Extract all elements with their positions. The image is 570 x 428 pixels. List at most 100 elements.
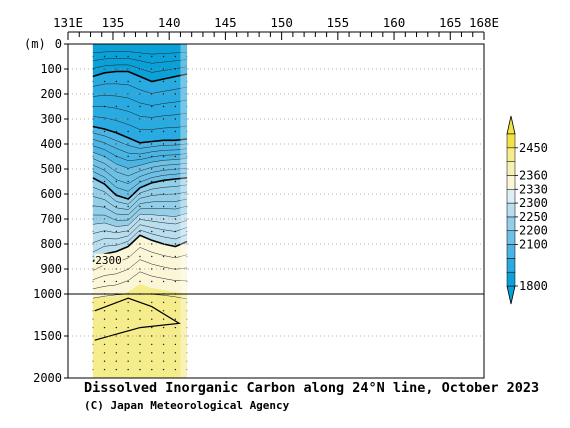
- y-tick-label: 500: [40, 162, 62, 176]
- sample-point: [103, 318, 106, 320]
- sample-point: [162, 343, 165, 346]
- sample-point: [139, 343, 141, 346]
- sample-point: [139, 105, 141, 108]
- sample-point: [151, 352, 153, 354]
- sample-point: [151, 205, 153, 208]
- sample-point: [174, 368, 177, 371]
- contour-band: [92, 126, 188, 169]
- sample-point: [162, 55, 165, 58]
- x-tick-label: 165: [439, 15, 462, 30]
- sample-point: [186, 105, 188, 108]
- sample-point: [92, 318, 94, 320]
- sample-point: [162, 360, 165, 362]
- sample-point: [174, 55, 177, 58]
- contour-line-minor: [92, 83, 188, 94]
- sample-point: [186, 268, 188, 270]
- x-tick-label: 155: [327, 15, 350, 30]
- sample-point: [151, 130, 153, 133]
- x-axis: 131E 135 140 145 150 155 160 165 168E: [53, 15, 499, 40]
- y-tick-label: 300: [40, 112, 62, 126]
- sample-point: [115, 343, 118, 346]
- colorbar-label: 1800: [519, 279, 548, 293]
- sample-point: [174, 280, 177, 283]
- sample-point: [103, 180, 106, 183]
- sample-point: [162, 280, 165, 283]
- sample-point: [186, 143, 188, 145]
- sample-point: [139, 80, 141, 83]
- sample-point: [174, 205, 177, 208]
- contour-line-minor: [92, 212, 188, 227]
- sample-point: [127, 301, 129, 304]
- sample-point: [127, 230, 129, 233]
- sample-point: [92, 343, 94, 346]
- sample-point: [162, 326, 165, 329]
- sample-point: [151, 255, 153, 258]
- x-tick-label: 150: [270, 15, 293, 30]
- x-tick-label: 131E: [53, 15, 83, 30]
- sample-point: [162, 168, 165, 170]
- colorbar-cell: [506, 258, 516, 273]
- sample-point: [186, 55, 188, 58]
- sample-point: [151, 55, 153, 58]
- sample-point: [174, 155, 177, 158]
- sample-point: [92, 55, 94, 58]
- sample-point: [151, 318, 153, 320]
- colorbar-cell: [506, 147, 516, 162]
- contour-band: [92, 212, 188, 262]
- y-unit-label: (m): [24, 37, 46, 51]
- sample-point: [139, 301, 141, 304]
- sample-point: [92, 352, 94, 354]
- sample-point: [92, 130, 94, 133]
- sample-point: [92, 230, 94, 233]
- colorbar-cell: [506, 175, 516, 190]
- contour-line-minor: [92, 229, 188, 253]
- sample-point: [103, 130, 106, 133]
- sample-point: [151, 80, 153, 83]
- contour-line-minor: [92, 191, 188, 210]
- y-tick-label: 1000: [33, 287, 62, 301]
- y-tick-label: 600: [40, 187, 62, 201]
- sample-point: [139, 280, 141, 283]
- sample-point: [115, 130, 118, 133]
- sample-point: [174, 318, 177, 320]
- sample-point: [115, 80, 118, 83]
- y-tick-label: 100: [40, 62, 62, 76]
- sample-point: [162, 301, 165, 304]
- sample-point: [115, 301, 118, 304]
- sample-point: [186, 343, 188, 346]
- sample-point: [127, 280, 129, 283]
- sample-point: [174, 255, 177, 258]
- sample-point: [186, 118, 188, 120]
- contour-line-minor: [92, 271, 188, 290]
- sample-point: [186, 352, 188, 354]
- sample-point: [186, 310, 188, 312]
- sample-point: [162, 335, 165, 337]
- contour-line-major: [92, 125, 188, 144]
- contour-label: 2300: [95, 254, 122, 267]
- sample-point: [151, 230, 153, 233]
- sample-point: [174, 335, 177, 337]
- sample-point: [103, 230, 106, 233]
- sample-point: [139, 368, 141, 371]
- sample-point: [103, 368, 106, 371]
- sample-point: [162, 93, 165, 95]
- sample-point: [127, 180, 129, 183]
- colorbar-cell: [506, 161, 516, 176]
- sample-point: [162, 318, 165, 320]
- y-tick-label: 800: [40, 237, 62, 251]
- sample-point: [186, 205, 188, 208]
- colorbar-cell: [506, 271, 516, 287]
- sample-point: [139, 255, 141, 258]
- sample-point: [103, 80, 106, 83]
- sample-point: [127, 352, 129, 354]
- colorbar-label: 2300: [519, 196, 548, 210]
- sample-point: [162, 143, 165, 145]
- sample-point: [174, 218, 177, 220]
- sample-point: [162, 255, 165, 258]
- sample-point: [186, 168, 188, 170]
- sample-point: [92, 301, 94, 304]
- sample-point: [162, 352, 165, 354]
- sample-point: [103, 360, 106, 362]
- colorbar-cell: [506, 244, 516, 259]
- sample-point: [174, 343, 177, 346]
